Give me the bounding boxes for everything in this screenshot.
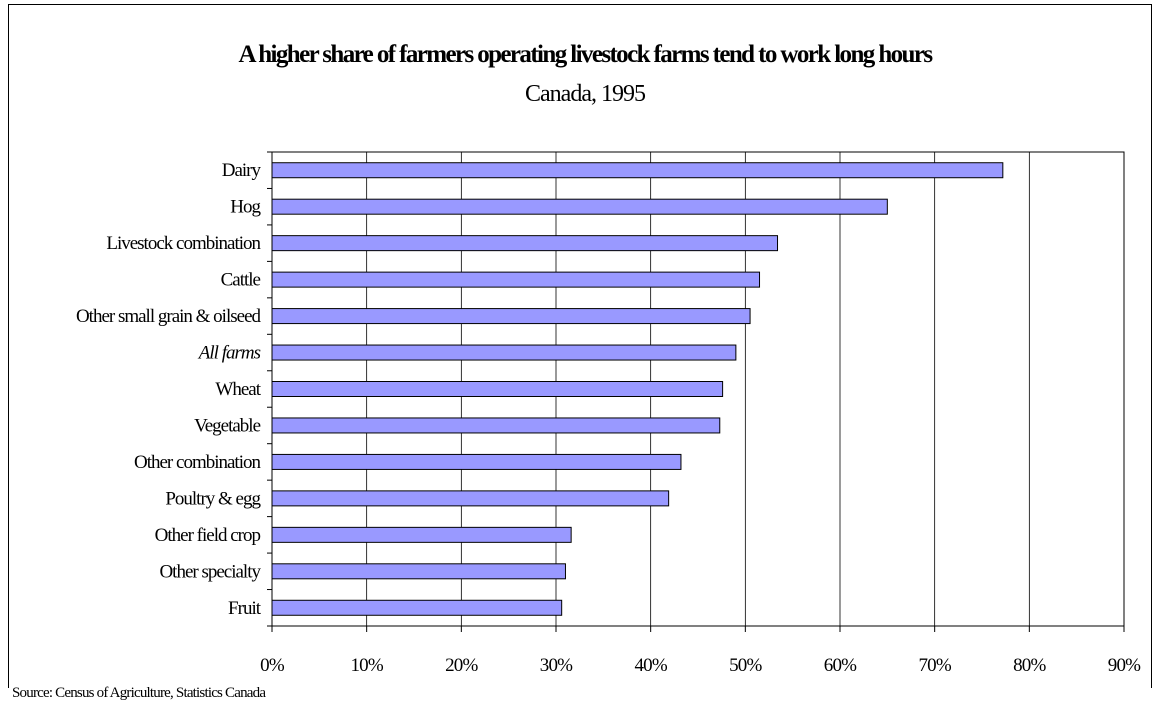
bar-livestock-combination <box>271 235 779 252</box>
bar-wheat <box>271 381 724 397</box>
category-label-fruit: Fruit <box>228 598 262 619</box>
bar-other-combination <box>271 453 682 470</box>
category-label-cattle: Cattle <box>221 270 261 291</box>
category-label-hog: Hog <box>230 197 261 218</box>
category-label-other-field-crop: Other field crop <box>155 525 261 546</box>
category-label-wheat: Wheat <box>215 379 261 400</box>
chart-title: A higher share of farmers operating live… <box>239 41 934 68</box>
bars <box>271 162 1004 616</box>
x-tick-label-0: 0% <box>260 655 285 676</box>
category-label-other-specialty: Other specialty <box>159 561 261 582</box>
x-tick-label-10: 10% <box>350 655 383 676</box>
x-tick-label-90: 90% <box>1108 655 1141 676</box>
x-tick-label-50: 50% <box>729 655 762 676</box>
source-note: Source: Census of Agriculture, Statistic… <box>12 685 266 701</box>
bar-all-farms <box>271 344 737 361</box>
bar-dairy <box>271 162 1004 179</box>
category-label-livestock-combination: Livestock combination <box>106 233 261 254</box>
bar-poultry-egg <box>271 490 670 507</box>
bar-fruit <box>271 599 563 616</box>
category-label-other-small-grain-oilseed: Other small grain & oilseed <box>76 306 262 327</box>
x-tick-label-80: 80% <box>1013 655 1046 676</box>
chart-subtitle: Canada, 1995 <box>525 81 646 107</box>
category-label-other-combination: Other combination <box>134 452 261 473</box>
bar-hog <box>271 198 888 215</box>
bar-vegetable <box>271 417 721 434</box>
bar-other-specialty <box>271 563 566 580</box>
x-axis: 0% 10% 20% 30% 40% 50% 60% 70% 80% 90% <box>260 625 1142 676</box>
bar-cattle <box>271 271 761 288</box>
x-tick-label-20: 20% <box>445 655 478 676</box>
x-tick-label-40: 40% <box>634 655 667 676</box>
bar-other-small-grain-oilseed <box>271 308 751 325</box>
category-label-vegetable: Vegetable <box>194 415 260 436</box>
x-tick-label-60: 60% <box>824 655 857 676</box>
category-label-all-farms: All farms <box>197 343 261 364</box>
x-tick-label-70: 70% <box>918 655 951 676</box>
y-axis: Dairy Hog Livestock combination Cattle Other… <box>76 151 273 627</box>
x-tick-label-30: 30% <box>540 655 573 676</box>
category-label-dairy: Dairy <box>222 160 262 181</box>
category-label-poultry-egg: Poultry & egg <box>165 488 261 509</box>
bar-other-field-crop <box>271 526 572 543</box>
